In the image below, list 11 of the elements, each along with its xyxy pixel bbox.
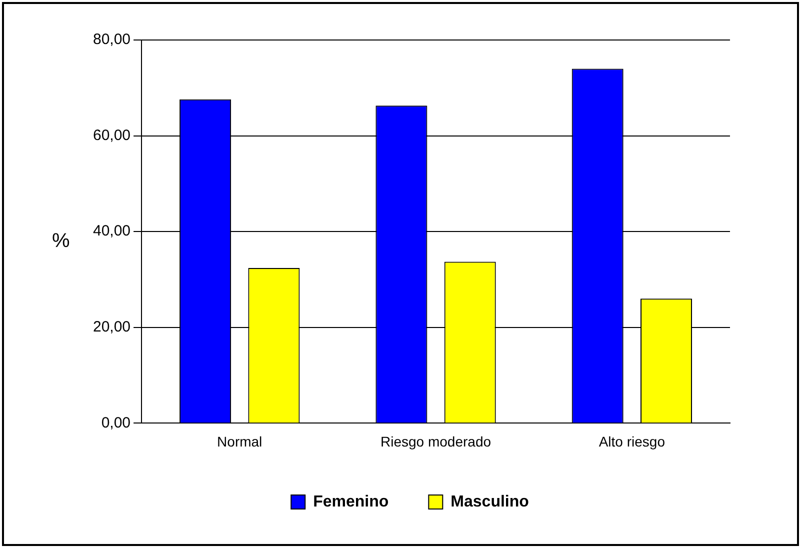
y-tick-label: 0,00 — [101, 414, 131, 432]
x-tick-label: Riesgo moderado — [380, 433, 492, 450]
x-tick-label: Alto riesgo — [598, 433, 666, 450]
y-axis-title: % — [52, 230, 70, 253]
y-tick-label: 80,00 — [92, 31, 131, 48]
legend-label: Masculino — [450, 493, 530, 510]
y-tick-label: 40,00 — [92, 222, 131, 240]
y-tick-label: 20,00 — [92, 318, 131, 336]
y-tick-label: 60,00 — [92, 126, 131, 144]
legend-label: Femenino — [313, 493, 389, 510]
x-tick-label: Normal — [217, 433, 262, 450]
